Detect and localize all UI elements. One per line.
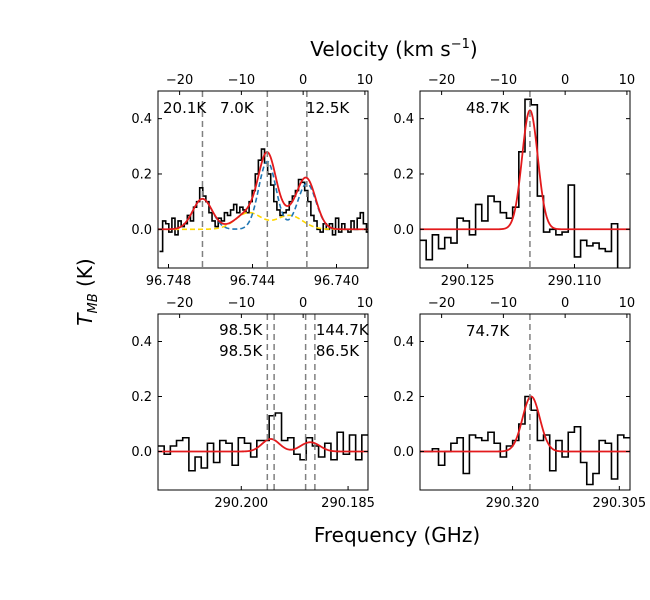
velocity-tick-label: 10 bbox=[357, 296, 374, 311]
panel-bottom-left: 0.0 0.2 0.4 −20 −10 0 10 290.200 290.185 98.5K 98.… bbox=[131, 296, 375, 511]
temperature-annotation-left: 98.5K bbox=[219, 321, 263, 339]
total-fit-curve bbox=[158, 438, 368, 453]
velocity-tick-label: −20 bbox=[166, 296, 193, 311]
plot-area bbox=[158, 91, 368, 268]
plot-area bbox=[420, 314, 630, 490]
frequency-tick-label: 96.740 bbox=[314, 274, 360, 289]
panel-bottom-right: 0.0 0.2 0.4 −20 −10 0 10 290.320 290.305 74.7K bbox=[393, 296, 646, 511]
axes-frame bbox=[157, 90, 369, 269]
observed-spectrum bbox=[420, 395, 630, 486]
axes-frame bbox=[419, 90, 631, 269]
top-velocity-label: Velocity (km s−1) bbox=[310, 37, 477, 61]
frequency-tick-label: 290.305 bbox=[592, 496, 646, 511]
y-tick-label: 0.2 bbox=[393, 167, 414, 182]
y-tick-label: 0.2 bbox=[393, 390, 414, 405]
frequency-tick-label: 96.748 bbox=[146, 274, 192, 289]
observed-spectrum bbox=[420, 98, 619, 268]
total-fit-curve bbox=[420, 109, 630, 231]
y-axis-label: TMB (K) bbox=[73, 258, 101, 325]
y-tick-label: 0.2 bbox=[131, 167, 152, 182]
velocity-tick-label: −10 bbox=[228, 73, 255, 88]
y-tick-label: 0.4 bbox=[131, 335, 152, 350]
y-tick-label: 0.0 bbox=[131, 223, 152, 238]
panel-top-right: 0.0 0.2 0.4 −20 −10 0 10 290.125 290.110 48.7K bbox=[393, 73, 635, 289]
frequency-tick-label: 96.744 bbox=[230, 274, 276, 289]
observed-spectrum bbox=[159, 148, 368, 253]
main-fit-curve bbox=[158, 160, 368, 231]
temperature-annotation-left: 98.5K bbox=[219, 342, 263, 360]
velocity-tick-label: −10 bbox=[490, 296, 517, 311]
temperature-annotation-right: 86.5K bbox=[316, 342, 360, 360]
plot-area bbox=[420, 91, 630, 268]
total-fit-curve bbox=[420, 395, 630, 453]
panel-top-left: 0.0 0.2 0.4 −20 −10 0 10 96.748 96.744 96.740 20.1… bbox=[131, 73, 373, 289]
frequency-tick-label: 290.200 bbox=[214, 496, 268, 511]
y-tick-label: 0.4 bbox=[131, 112, 152, 127]
temperature-annotation: 20.1K bbox=[163, 99, 207, 117]
velocity-tick-label: 10 bbox=[619, 73, 636, 88]
velocity-tick-label: 10 bbox=[619, 296, 636, 311]
axes-frame bbox=[157, 313, 369, 491]
y-tick-label: 0.4 bbox=[393, 112, 414, 127]
y-tick-label: 0.2 bbox=[131, 390, 152, 405]
velocity-tick-label: −20 bbox=[428, 296, 455, 311]
velocity-tick-label: −10 bbox=[490, 73, 517, 88]
y-tick-label: 0.0 bbox=[393, 223, 414, 238]
velocity-tick-label: 0 bbox=[299, 296, 307, 311]
frequency-tick-label: 290.110 bbox=[548, 274, 602, 289]
bottom-frequency-label: Frequency (GHz) bbox=[314, 523, 480, 547]
total-fit-curve bbox=[158, 151, 368, 231]
frequency-tick-label: 290.185 bbox=[321, 496, 375, 511]
velocity-tick-label: 10 bbox=[357, 73, 374, 88]
y-tick-label: 0.0 bbox=[131, 445, 152, 460]
y-tick-label: 0.4 bbox=[393, 335, 414, 350]
frequency-tick-label: 290.320 bbox=[486, 496, 540, 511]
velocity-tick-label: −20 bbox=[166, 73, 193, 88]
observed-spectrum bbox=[158, 412, 368, 472]
velocity-tick-label: −10 bbox=[228, 296, 255, 311]
y-tick-label: 0.0 bbox=[393, 445, 414, 460]
velocity-tick-label: 0 bbox=[561, 296, 569, 311]
axes-frame bbox=[419, 313, 631, 491]
frequency-tick-label: 290.125 bbox=[441, 274, 495, 289]
temperature-annotation: 7.0K bbox=[220, 99, 255, 117]
temperature-annotation: 48.7K bbox=[466, 99, 510, 117]
temperature-annotation-right: 144.7K bbox=[316, 321, 370, 339]
temperature-annotation: 74.7K bbox=[466, 322, 510, 340]
plot-area bbox=[158, 314, 368, 490]
velocity-tick-label: −20 bbox=[428, 73, 455, 88]
velocity-tick-label: 0 bbox=[561, 73, 569, 88]
temperature-annotation: 12.5K bbox=[306, 99, 350, 117]
velocity-tick-label: 0 bbox=[299, 73, 307, 88]
